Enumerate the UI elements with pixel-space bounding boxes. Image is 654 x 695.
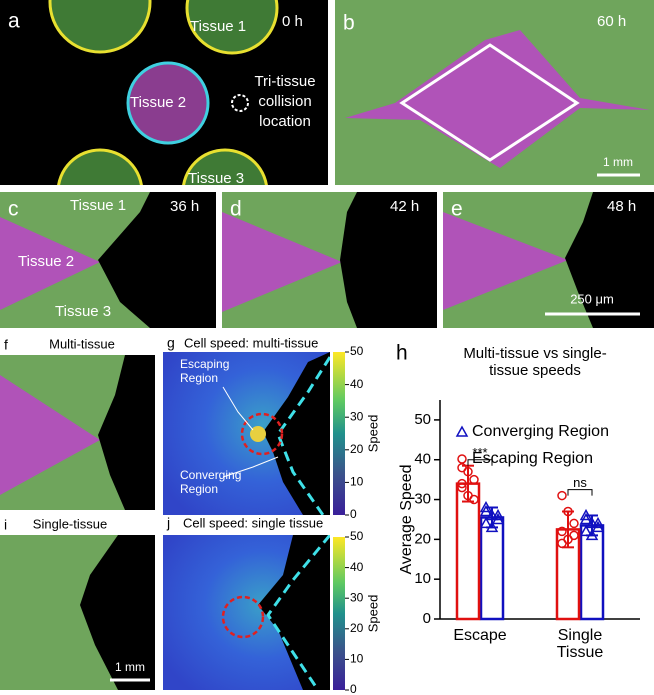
time-label: 0 h — [282, 13, 303, 30]
colorbar — [333, 352, 345, 515]
tissue-label: Tissue 2 — [18, 253, 74, 270]
scale-label: 1 mm — [603, 155, 633, 169]
colorbar-label: Speed — [365, 415, 380, 453]
annotation: collision — [258, 93, 311, 110]
time-label: 36 h — [170, 198, 199, 215]
tissue-label: Tissue 1 — [70, 197, 126, 214]
panel-title: Single-tissue — [33, 516, 107, 531]
colorbar-tick-label: 0 — [350, 507, 357, 521]
panel-letter: e — [451, 198, 463, 221]
colorbar-tick-label: 40 — [350, 377, 364, 391]
panel-letter: f — [4, 337, 8, 353]
colorbar-tick-label: 20 — [350, 621, 364, 635]
panel-j — [163, 535, 330, 690]
data-point — [558, 492, 566, 500]
x-tick-label: Single Tissue — [540, 627, 620, 661]
colorbar-tick-label: 50 — [350, 344, 364, 358]
time-label: 42 h — [390, 198, 419, 215]
panel-title: Multi-tissue — [49, 336, 115, 351]
y-axis-label: Average Speed — [398, 464, 415, 574]
panel-letter: h — [396, 342, 408, 365]
colorbar-tick-label: 20 — [350, 442, 364, 456]
scale-label: 250 μm — [570, 291, 614, 306]
panel-title: Cell speed: single tissue — [183, 515, 323, 530]
chart-title: Multi-tissue vs single-tissue speeds — [450, 345, 620, 379]
panel-b: b 60 h 1 mm — [335, 0, 654, 185]
legend-label: Converging Region — [472, 423, 609, 440]
y-tick-label: 20 — [414, 530, 431, 547]
colorbar-tick-label: 10 — [350, 475, 364, 489]
colorbar-label: Speed — [365, 595, 380, 633]
y-tick-label: 10 — [414, 570, 431, 587]
data-point — [570, 519, 578, 527]
region-label: Escaping Region — [180, 357, 250, 385]
panel-letter: d — [230, 198, 242, 221]
tissue-label: Tissue 2 — [130, 94, 186, 111]
panel-e: e 48 h 250 μm — [443, 192, 654, 328]
panel-letter: g — [167, 335, 175, 351]
time-label: 48 h — [607, 198, 636, 215]
tissue-label: Tissue 3 — [55, 303, 111, 320]
colorbar-tick-label: 50 — [350, 529, 364, 543]
tissue-label: Tissue 1 — [190, 18, 246, 35]
y-tick-label: 50 — [414, 411, 431, 428]
x-tick-label: Escape — [440, 627, 520, 644]
figure: a 0 h Tissue 1 Tissue 2 Tissue 3 Tri-tis… — [0, 0, 654, 695]
panel-letter: j — [166, 515, 170, 531]
bar — [481, 517, 503, 619]
panel-letter: a — [8, 10, 20, 33]
panel-f — [0, 355, 155, 510]
legend-label: Escaping Region — [472, 450, 593, 467]
region-label: Converging Region — [180, 468, 255, 496]
colorbar-tick-label: 30 — [350, 409, 364, 423]
panel-i: 1 mm — [0, 535, 155, 690]
colorbar-tick-label: 0 — [350, 682, 357, 695]
tissue-label: Tissue 3 — [188, 170, 244, 187]
panel-letter: c — [8, 198, 19, 221]
y-tick-label: 40 — [414, 451, 431, 468]
significance-label: ns — [573, 475, 587, 490]
panel-letter: i — [4, 517, 7, 533]
annotation: Tri-tissue — [254, 73, 315, 90]
annotation: location — [259, 113, 311, 130]
scale-label: 1 mm — [115, 660, 145, 674]
panel-letter: b — [343, 12, 355, 35]
y-tick-label: 30 — [414, 491, 431, 508]
panel-title: Cell speed: multi-tissue — [184, 335, 318, 350]
colorbar-tick-label: 40 — [350, 560, 364, 574]
panel-d: d 42 h — [222, 192, 437, 328]
significance-bracket — [568, 490, 592, 496]
panel-c: c 36 h Tissue 1 Tissue 2 Tissue 3 — [0, 192, 216, 328]
time-label: 60 h — [597, 13, 626, 30]
colorbar-tick-label: 10 — [350, 652, 364, 666]
y-tick-label: 0 — [423, 610, 431, 627]
legend-marker — [458, 455, 466, 463]
colorbar-tick-label: 30 — [350, 590, 364, 604]
colorbar — [333, 537, 345, 690]
legend-marker — [457, 427, 467, 436]
